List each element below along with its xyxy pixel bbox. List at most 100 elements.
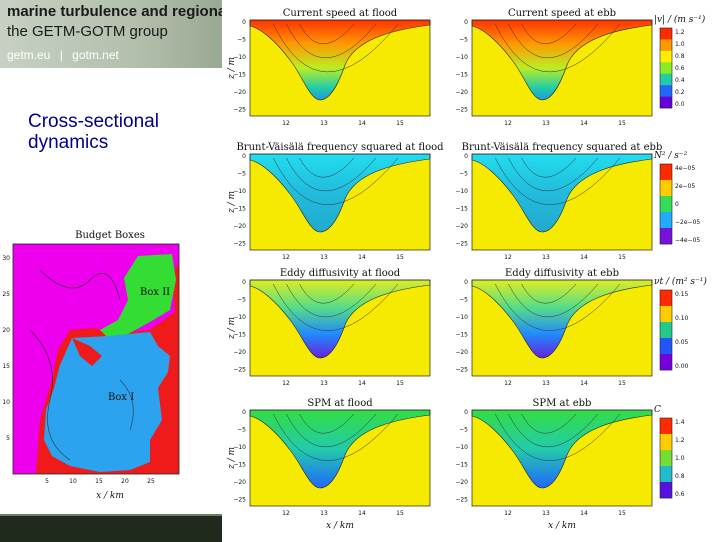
colorbar-tick: 1.0 — [675, 41, 685, 48]
section-panel: Current speed at ebb 0 −5 −10 −15 −20 −25 12 13 1… — [455, 8, 653, 127]
colorbar: νt / (m² s⁻¹) 0.15 0.10 0.05 0.00 — [654, 276, 707, 371]
colorbar: N² / s⁻² 4e−05 2e−05 0 −2e−05 −4e−05 — [653, 151, 700, 245]
panel-x-tick: 15 — [396, 254, 404, 261]
panel-x-tick: 15 — [618, 510, 626, 517]
footer-bar — [0, 514, 222, 542]
map-y-tick: 10 — [2, 399, 10, 406]
panel-x-tick: 13 — [542, 510, 550, 517]
colorbar-tick: 1.2 — [675, 29, 685, 36]
contour-line — [299, 157, 355, 178]
contour-line — [286, 23, 377, 59]
panel-y-tick: 0 — [242, 279, 246, 286]
panel-y-tick: −5 — [237, 297, 246, 304]
colorbar-swatch — [660, 62, 672, 75]
panel-y-tick: −10 — [233, 54, 246, 61]
map-y-tick: 5 — [6, 435, 10, 442]
colorbar-tick: 4e−05 — [675, 165, 695, 172]
panel-x-tick: 14 — [580, 254, 588, 261]
map-y-tick: 20 — [2, 327, 10, 334]
panel-y-tick: −10 — [233, 188, 246, 195]
panel-x-tick: 12 — [282, 120, 290, 127]
box-ii-region — [100, 254, 176, 338]
contour-line — [272, 413, 399, 461]
colorbar-swatch — [660, 164, 672, 181]
panel-x-tick: 14 — [358, 254, 366, 261]
budget-boxes-map: Budget Boxes Box II Box I 30 25 20 15 10 5 5 1… — [2, 230, 180, 501]
map-frame — [12, 243, 180, 475]
panel-frame — [249, 279, 431, 377]
contour-line — [286, 157, 377, 192]
panel-y-tick: −15 — [455, 332, 468, 339]
colorbars: |v| / (m s⁻¹) 1.2 1.0 0.8 0.6 0.4 0.2 0.0 N² / s… — [653, 14, 707, 499]
panel-x-tick: 14 — [580, 380, 588, 387]
contour-line — [521, 23, 577, 45]
channel-field — [249, 19, 431, 101]
colorbar-tick: 0 — [675, 201, 679, 208]
map-x-tick: 15 — [95, 478, 103, 485]
channel-field — [249, 409, 431, 489]
panel-x-tick: 12 — [282, 254, 290, 261]
panel-x-label: x / km — [548, 521, 576, 531]
panel-y-tick: −25 — [455, 367, 468, 374]
panel-y-tick: −5 — [237, 427, 246, 434]
contour-line — [508, 283, 599, 318]
panel-title: Current speed at flood — [283, 8, 398, 19]
section-panel: SPM at flood 0 −5 −10 −15 −20 −25 12 13 14 15 z / m… — [227, 398, 431, 531]
panel-y-tick: −15 — [455, 462, 468, 469]
panel-y-tick: −25 — [233, 241, 246, 248]
panel-y-label: z / m — [227, 317, 237, 340]
colorbar-frame — [659, 417, 673, 499]
contour-line — [494, 157, 621, 205]
panel-x-tick: 15 — [396, 380, 404, 387]
panel-y-tick: −5 — [459, 171, 468, 178]
contour-line — [508, 413, 599, 448]
link-getm[interactable]: getm.eu — [7, 48, 51, 62]
panel-y-tick: −25 — [455, 107, 468, 114]
colorbar-swatch — [660, 85, 672, 97]
header-links: getm.eu | gotm.net — [7, 48, 125, 62]
panel-x-label: x / km — [326, 521, 354, 531]
panel-y-tick: −10 — [233, 314, 246, 321]
colorbar: |v| / (m s⁻¹) 1.2 1.0 0.8 0.6 0.4 0.2 0.0 — [654, 14, 706, 109]
panel-y-tick: −20 — [455, 479, 468, 486]
panel-x-tick: 12 — [282, 510, 290, 517]
link-gotm[interactable]: gotm.net — [72, 48, 119, 62]
colorbar-tick: 1.4 — [675, 419, 685, 426]
colorbar-swatch — [660, 96, 672, 109]
panel-frame — [249, 153, 431, 251]
panel-x-tick: 15 — [618, 254, 626, 261]
panel-x-tick: 13 — [542, 380, 550, 387]
panel-title: SPM at flood — [307, 398, 373, 409]
channel-field — [471, 279, 653, 359]
panel-y-tick: 0 — [242, 19, 246, 26]
panel-y-tick: −25 — [455, 241, 468, 248]
panel-y-tick: −20 — [233, 89, 246, 96]
contour-line — [286, 283, 377, 318]
colorbar-tick: 0.6 — [675, 491, 685, 498]
colorbar-frame — [659, 163, 673, 245]
colorbar-label: |v| / (m s⁻¹) — [654, 14, 706, 25]
channel-field — [471, 19, 653, 101]
colorbar-swatch — [660, 466, 672, 483]
panel-y-label: z / m — [227, 447, 237, 470]
panel-y-tick: 0 — [242, 409, 246, 416]
contour-line — [521, 413, 577, 434]
panel-title: Eddy diffusivity at flood — [280, 268, 401, 279]
panel-y-tick: −10 — [233, 444, 246, 451]
panel-y-label: z / m — [227, 191, 237, 214]
panel-y-tick: −5 — [237, 37, 246, 44]
panel-x-tick: 15 — [396, 510, 404, 517]
colorbar-swatch — [660, 354, 672, 371]
contour-line — [508, 23, 599, 59]
contour-line — [494, 23, 621, 73]
panel-y-tick: −15 — [233, 332, 246, 339]
panel-x-tick: 14 — [580, 510, 588, 517]
panel-y-tick: 0 — [464, 279, 468, 286]
panel-y-tick: −10 — [455, 54, 468, 61]
panel-title: SPM at ebb — [533, 398, 592, 409]
channel-field — [471, 409, 653, 489]
colorbar-tick: 2e−05 — [675, 183, 695, 190]
panel-x-tick: 14 — [358, 380, 366, 387]
colorbar-tick: 0.2 — [675, 89, 685, 96]
panel-y-tick: −20 — [455, 223, 468, 230]
